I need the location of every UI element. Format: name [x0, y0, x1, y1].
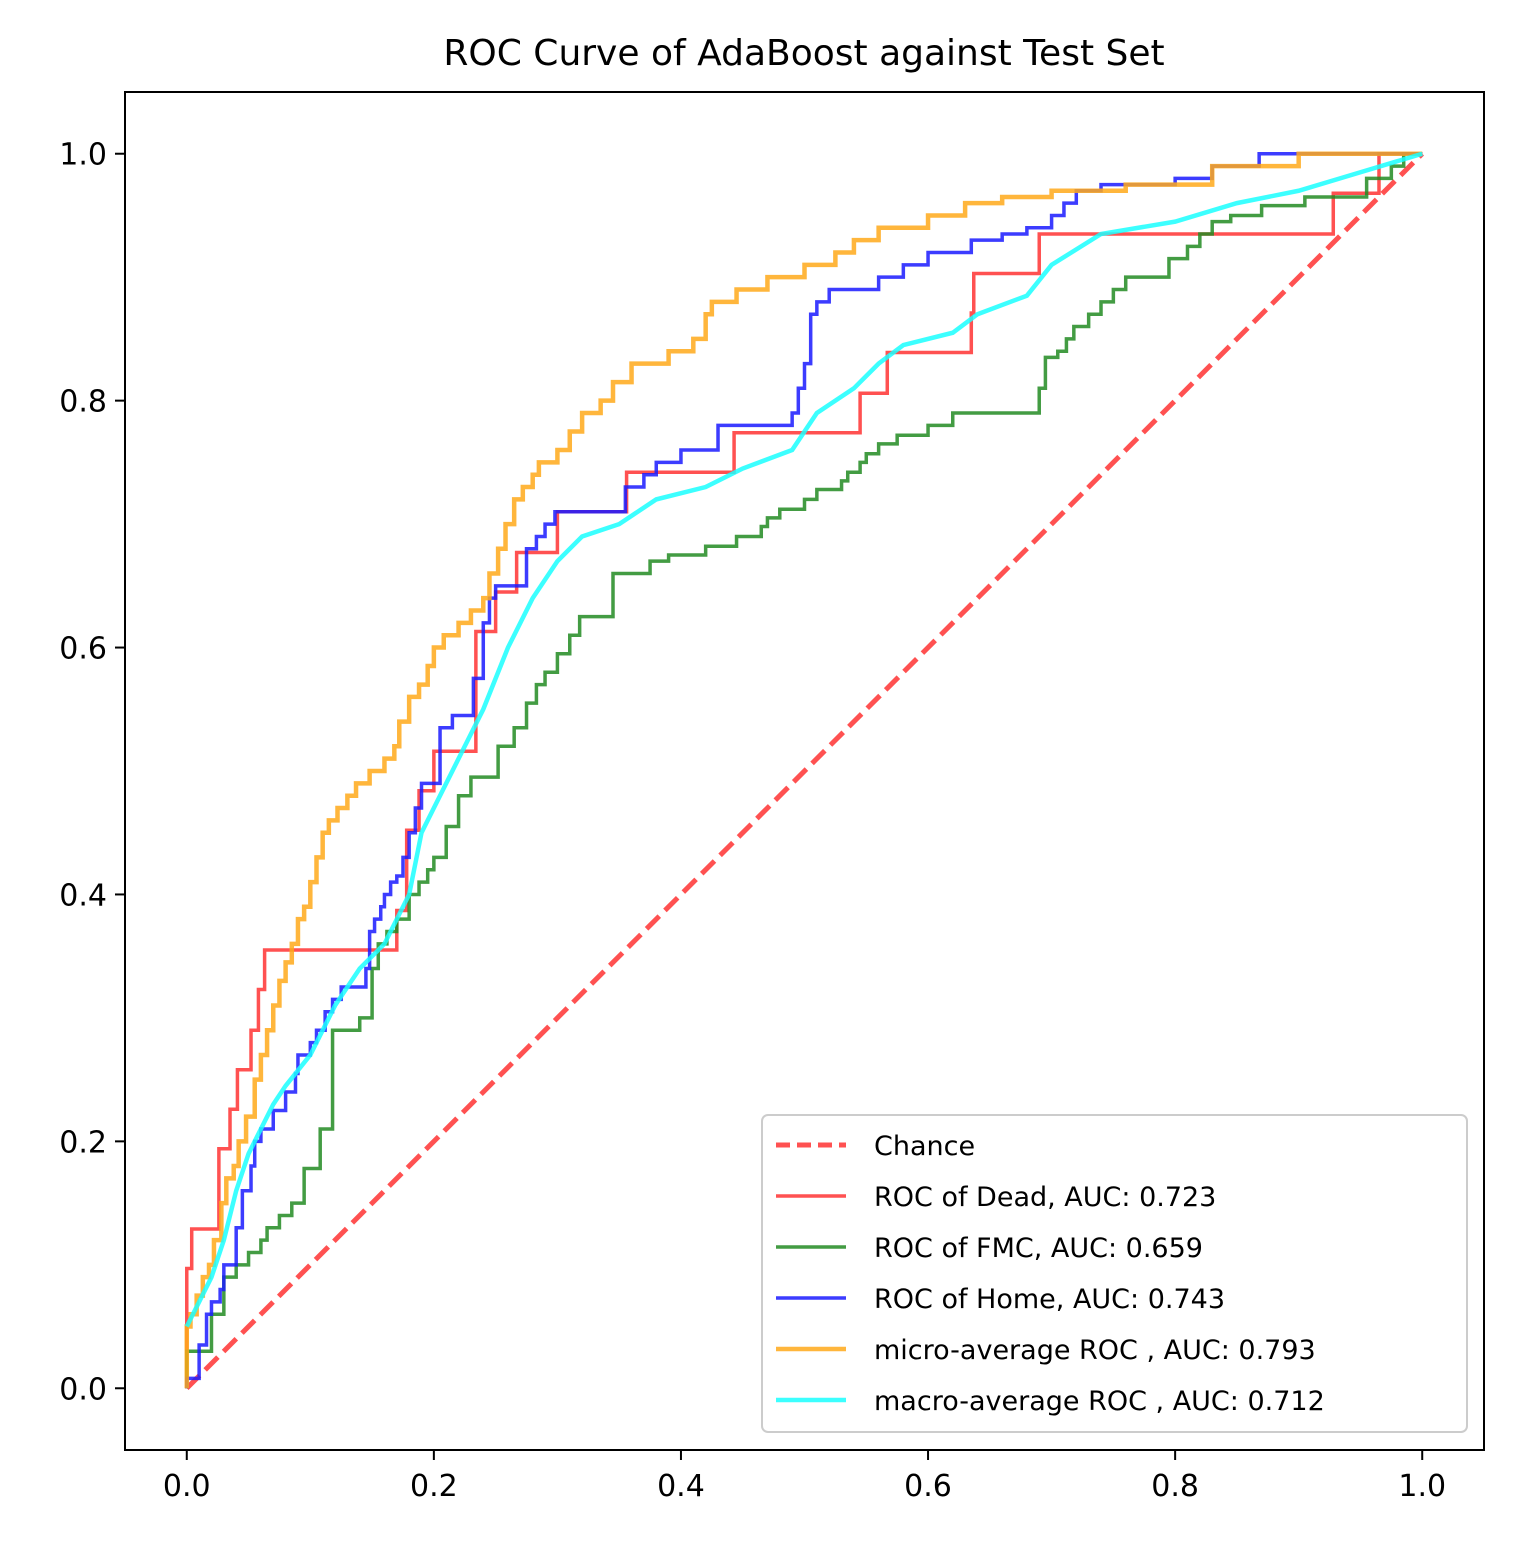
series-line-roc-of-fmc	[185, 151, 1423, 1389]
y-tick-label: 0.6	[59, 632, 107, 667]
x-tick-label: 1.0	[1398, 1469, 1446, 1504]
series-line-micro-average-roc	[184, 151, 1423, 1389]
legend-label-chance: Chance	[874, 1131, 975, 1162]
legend-label-roc-of-dead: ROC of Dead, AUC: 0.723	[874, 1182, 1216, 1213]
axes: 0.0 0.2 0.4 0.6 0.8 1.0 0.0 0.2 0.4 0.6 0.8 1.0	[59, 91, 1485, 1504]
plot-area	[184, 151, 1424, 1391]
legend-label-roc-of-fmc: ROC of FMC, AUC: 0.659	[874, 1233, 1203, 1264]
series-line-chance	[185, 151, 1424, 1391]
legend-label-roc-of-home: ROC of Home, AUC: 0.743	[874, 1284, 1225, 1315]
legend: Chance ROC of Dead, AUC: 0.723 ROC of FMC,…	[761, 1114, 1468, 1433]
chart-title: ROC Curve of AdaBoost against Test Set	[443, 33, 1164, 74]
y-tick-label: 0.4	[59, 878, 107, 913]
x-tick-label: 0.2	[410, 1469, 458, 1504]
legend-box	[761, 1114, 1468, 1433]
y-tick-label: 0.0	[59, 1372, 107, 1407]
series-line-roc-of-dead	[185, 151, 1423, 1389]
y-tick-label: 0.8	[59, 385, 107, 420]
x-tick-label: 0.0	[163, 1469, 211, 1504]
y-tick-label: 1.0	[59, 138, 107, 173]
series-line-roc-of-home	[185, 151, 1423, 1389]
x-tick-label: 0.8	[1151, 1469, 1199, 1504]
x-tick-label: 0.4	[657, 1469, 705, 1504]
legend-label-macro-average-roc: macro-average ROC , AUC: 0.712	[874, 1386, 1325, 1417]
legend-label-micro-average-roc: micro-average ROC , AUC: 0.793	[874, 1335, 1316, 1366]
x-tick-label: 0.6	[904, 1469, 952, 1504]
plot-frame	[124, 91, 1485, 1451]
y-tick-label: 0.2	[59, 1125, 107, 1160]
series-line-macro-average-roc	[184, 151, 1423, 1328]
